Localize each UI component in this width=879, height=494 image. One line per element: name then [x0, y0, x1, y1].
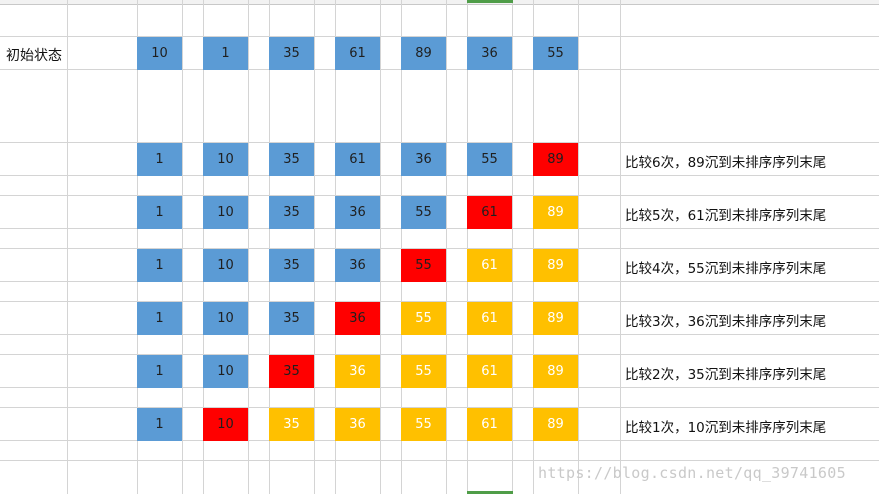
grid-column-line: [467, 0, 468, 494]
value-cell[interactable]: 61: [467, 355, 512, 388]
grid-column-line: [380, 0, 381, 494]
grid-column-line: [203, 0, 204, 494]
value-cell[interactable]: 35: [269, 37, 314, 70]
value-cell[interactable]: 55: [533, 37, 578, 70]
value-cell[interactable]: 36: [335, 249, 380, 282]
selected-column-indicator: [467, 491, 513, 494]
value-cell[interactable]: 55: [401, 249, 446, 282]
grid-column-line: [401, 0, 402, 494]
step-description[interactable]: 比较5次，61沉到未排序序列末尾: [625, 208, 827, 224]
value-cell[interactable]: 89: [533, 249, 578, 282]
grid-column-line: [512, 0, 513, 494]
value-cell[interactable]: 55: [401, 408, 446, 441]
value-cell[interactable]: 89: [533, 302, 578, 335]
value-cell[interactable]: 1: [137, 408, 182, 441]
value-cell[interactable]: 35: [269, 355, 314, 388]
grid-column-line: [533, 0, 534, 494]
grid-column-line: [620, 0, 621, 494]
value-cell[interactable]: 1: [203, 37, 248, 70]
step-description[interactable]: 比较1次，10沉到未排序序列末尾: [625, 420, 827, 436]
value-cell[interactable]: 10: [203, 355, 248, 388]
value-cell[interactable]: 1: [137, 249, 182, 282]
grid-column-line: [137, 0, 138, 494]
column-header-strip[interactable]: [0, 0, 879, 5]
value-cell[interactable]: 10: [203, 302, 248, 335]
value-cell[interactable]: 89: [533, 196, 578, 229]
watermark: https://blog.csdn.net/qq_39741605: [538, 464, 846, 482]
value-cell[interactable]: 10: [203, 249, 248, 282]
value-cell[interactable]: 61: [467, 302, 512, 335]
initial-state-label: 初始状态: [6, 48, 62, 64]
value-cell[interactable]: 1: [137, 355, 182, 388]
value-cell[interactable]: 89: [401, 37, 446, 70]
value-cell[interactable]: 35: [269, 302, 314, 335]
value-cell[interactable]: 10: [203, 143, 248, 176]
value-cell[interactable]: 36: [335, 355, 380, 388]
grid-row-line: [0, 301, 879, 302]
value-cell[interactable]: 89: [533, 143, 578, 176]
value-cell[interactable]: 1: [137, 143, 182, 176]
grid-column-line: [67, 0, 68, 494]
grid-row-line: [0, 354, 879, 355]
value-cell[interactable]: 36: [335, 302, 380, 335]
grid-column-line: [269, 0, 270, 494]
value-cell[interactable]: 1: [137, 302, 182, 335]
grid-row-line: [0, 142, 879, 143]
grid-column-line: [335, 0, 336, 494]
grid-column-line: [182, 0, 183, 494]
value-cell[interactable]: 35: [269, 143, 314, 176]
grid-row-line: [0, 36, 879, 37]
value-cell[interactable]: 10: [203, 408, 248, 441]
value-cell[interactable]: 36: [335, 408, 380, 441]
value-cell[interactable]: 36: [401, 143, 446, 176]
value-cell[interactable]: 55: [401, 196, 446, 229]
value-cell[interactable]: 10: [137, 37, 182, 70]
step-description[interactable]: 比较3次，36沉到未排序序列末尾: [625, 314, 827, 330]
step-description[interactable]: 比较4次，55沉到未排序序列末尾: [625, 261, 827, 277]
grid-column-line: [248, 0, 249, 494]
value-cell[interactable]: 35: [269, 196, 314, 229]
grid-row-line: [0, 407, 879, 408]
value-cell[interactable]: 61: [467, 408, 512, 441]
grid-column-line: [314, 0, 315, 494]
value-cell[interactable]: 61: [467, 249, 512, 282]
value-cell[interactable]: 61: [335, 143, 380, 176]
selected-column-indicator: [467, 0, 513, 3]
value-cell[interactable]: 61: [467, 196, 512, 229]
value-cell[interactable]: 89: [533, 355, 578, 388]
grid-row-line: [0, 460, 879, 461]
step-description[interactable]: 比较6次，89沉到未排序序列末尾: [625, 155, 827, 171]
grid-row-line: [0, 195, 879, 196]
grid-row-line: [0, 248, 879, 249]
value-cell[interactable]: 35: [269, 249, 314, 282]
value-cell[interactable]: 36: [467, 37, 512, 70]
value-cell[interactable]: 36: [335, 196, 380, 229]
value-cell[interactable]: 55: [467, 143, 512, 176]
value-cell[interactable]: 89: [533, 408, 578, 441]
value-cell[interactable]: 61: [335, 37, 380, 70]
value-cell[interactable]: 35: [269, 408, 314, 441]
value-cell[interactable]: 55: [401, 355, 446, 388]
step-description[interactable]: 比较2次，35沉到未排序序列末尾: [625, 367, 827, 383]
grid-column-line: [578, 0, 579, 494]
value-cell[interactable]: 10: [203, 196, 248, 229]
value-cell[interactable]: 55: [401, 302, 446, 335]
value-cell[interactable]: 1: [137, 196, 182, 229]
grid-column-line: [446, 0, 447, 494]
